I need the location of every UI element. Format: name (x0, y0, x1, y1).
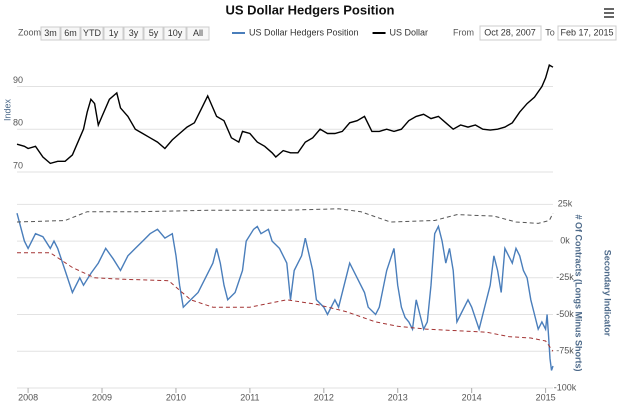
x-tick-label: 2014 (462, 392, 482, 402)
x-tick-label: 2012 (314, 392, 334, 402)
y-tick-label: 25k (558, 199, 573, 209)
zoom-button-label[interactable]: 6m (64, 28, 77, 38)
zoom-button-label[interactable]: YTD (83, 28, 102, 38)
zoom-label: Zoom (18, 27, 41, 37)
zoom-button[interactable] (103, 26, 124, 41)
zoom-button[interactable] (40, 26, 61, 41)
secondary-axis-label: Secondary Indicator (603, 250, 613, 337)
from-date[interactable]: Oct 28, 2007 (484, 27, 536, 37)
zoom-button[interactable] (80, 26, 104, 41)
zoom-button-label[interactable]: 5y (149, 28, 159, 38)
y-tick-label: -25k (556, 272, 574, 282)
to-label: To (545, 27, 555, 37)
zoom-button[interactable] (123, 26, 144, 41)
y-axis-label: Index (2, 98, 12, 121)
zoom-button-label[interactable]: 3y (129, 28, 139, 38)
indicator-line (16, 208, 554, 224)
x-tick-label: 2009 (92, 392, 112, 402)
y-tick-label: 70 (13, 160, 23, 170)
x-tick-label: 2015 (536, 392, 556, 402)
x-tick-label: 2011 (240, 392, 259, 402)
x-tick-label: 2008 (18, 392, 38, 402)
from-input[interactable] (479, 25, 542, 41)
chart-title: US Dollar Hedgers Position (225, 2, 394, 17)
x-tick-label: 2013 (388, 392, 408, 402)
legend-label[interactable]: US Dollar (390, 27, 429, 37)
zoom-button-label[interactable]: All (193, 28, 203, 38)
to-date[interactable]: Feb 17, 2015 (560, 27, 613, 37)
y-tick-label: 90 (13, 75, 23, 85)
zoom-button[interactable] (60, 26, 81, 41)
legend-label[interactable]: US Dollar Hedgers Position (249, 27, 359, 37)
y-tick-label: -50k (556, 309, 574, 319)
y-tick-label: 80 (13, 118, 23, 128)
series-line (16, 213, 554, 371)
zoom-button-label[interactable]: 10y (168, 28, 183, 38)
series-line (16, 64, 554, 165)
zoom-button[interactable] (163, 26, 187, 41)
y-tick-label: -100k (554, 382, 577, 392)
to-input[interactable] (557, 25, 617, 41)
indicator-line (17, 252, 554, 352)
y-axis-label: # Of Contracts (Longs Minus Shorts) (574, 214, 584, 371)
x-tick-label: 2010 (166, 392, 186, 402)
y-tick-label: 0k (560, 235, 570, 245)
zoom-button[interactable] (186, 26, 210, 41)
menu-icon[interactable] (601, 6, 617, 20)
zoom-button[interactable] (143, 26, 164, 41)
y-tick-label: -75k (556, 346, 574, 356)
from-label: From (453, 27, 474, 37)
zoom-button-label[interactable]: 1y (109, 28, 119, 38)
zoom-button-label[interactable]: 3m (44, 28, 57, 38)
